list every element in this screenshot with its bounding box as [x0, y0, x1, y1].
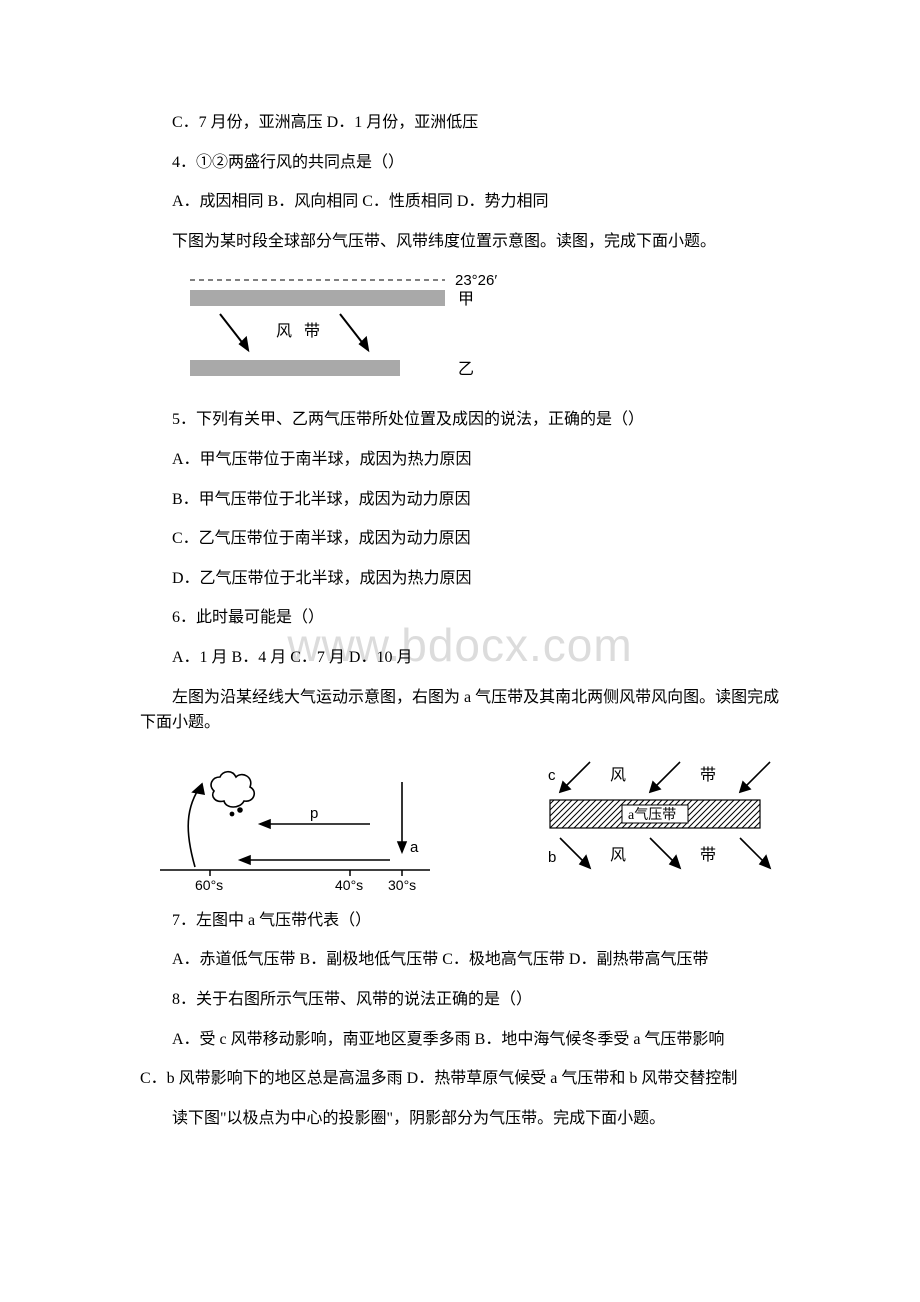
diagram-wind-belts: c 风 带 a气压带 b 风 带	[530, 752, 780, 892]
q7-options: A．赤道低气压带 B．副极地低气压带 C．极地高气压带 D．副热带高气压带	[140, 947, 780, 973]
q5-opt-c: C．乙气压带位于南半球，成因为动力原因	[140, 526, 780, 552]
passage-2: 左图为沿某经线大气运动示意图，右图为 a 气压带及其南北两侧风带风向图。读图完成…	[140, 685, 780, 736]
passage-1: 下图为某时段全球部分气压带、风带纬度位置示意图。读图，完成下面小题。	[140, 229, 780, 255]
q6-options: A．1 月 B．4 月 C．7 月 D．10 月	[140, 645, 780, 671]
label-a-belt: a气压带	[628, 807, 676, 823]
belt-jia-label: 甲	[458, 291, 474, 308]
label-c: c	[548, 767, 556, 784]
diagram-pressure-belts: 23°26′ 甲 风 带 乙	[180, 268, 780, 393]
q8-options-2: C．b 风带影响下的地区总是高温多雨 D．热带草原气候受 a 气压带和 b 风带…	[140, 1066, 780, 1092]
label-dai-lower: 带	[700, 846, 716, 864]
belt-yi-label: 乙	[458, 361, 474, 378]
wind-belt-label: 风 带	[276, 322, 324, 340]
q3-options-cd: C．7 月份，亚洲高压 D．1 月份，亚洲低压	[140, 110, 780, 136]
document-content: C．7 月份，亚洲高压 D．1 月份，亚洲低压 4．①②两盛行风的共同点是（） …	[140, 110, 780, 1131]
label-b: b	[548, 849, 556, 866]
lat-label: 23°26′	[455, 272, 497, 289]
diagram-pair: p a 60°s 40°s 30°s	[140, 752, 780, 892]
tick-40s: 40°s	[335, 877, 363, 892]
q5-opt-d: D．乙气压带位于北半球，成因为热力原因	[140, 566, 780, 592]
label-dai-upper: 带	[700, 766, 716, 784]
label-p: p	[310, 805, 318, 822]
q5-opt-b: B．甲气压带位于北半球，成因为动力原因	[140, 487, 780, 513]
q4-options: A．成因相同 B．风向相同 C．性质相同 D．势力相同	[140, 189, 780, 215]
q8-stem: 8．关于右图所示气压带、风带的说法正确的是（）	[140, 987, 780, 1013]
label-a: a	[410, 839, 419, 856]
q6-stem: 6．此时最可能是（）	[140, 605, 780, 631]
q7-stem: 7．左图中 a 气压带代表（）	[140, 908, 780, 934]
label-feng-upper: 风	[610, 767, 626, 784]
q4-stem: 4．①②两盛行风的共同点是（）	[140, 150, 780, 176]
passage-3: 读下图"以极点为中心的投影圈"，阴影部分为气压带。完成下面小题。	[140, 1106, 780, 1132]
tick-60s: 60°s	[195, 877, 223, 892]
diagram-circulation: p a 60°s 40°s 30°s	[140, 752, 440, 892]
q5-stem: 5．下列有关甲、乙两气压带所处位置及成因的说法，正确的是（）	[140, 407, 780, 433]
q8-options-1: A．受 c 风带移动影响，南亚地区夏季多雨 B．地中海气候冬季受 a 气压带影响	[140, 1027, 780, 1053]
tick-30s: 30°s	[388, 877, 416, 892]
q5-opt-a: A．甲气压带位于南半球，成因为热力原因	[140, 447, 780, 473]
label-feng-lower: 风	[610, 847, 626, 864]
